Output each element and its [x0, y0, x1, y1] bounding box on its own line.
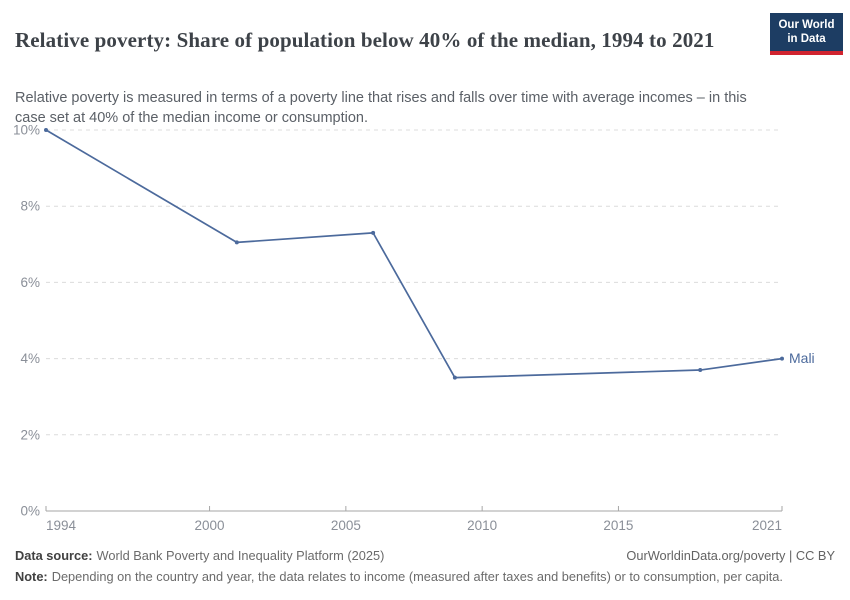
x-tick-label: 2021	[752, 518, 782, 533]
x-tick-label: 2010	[467, 518, 497, 533]
note-line: Note: Depending on the country and year, …	[15, 569, 783, 584]
data-source-line: Data source: World Bank Poverty and Inequ…	[15, 546, 384, 567]
chart-subtitle: Relative poverty is measured in terms of…	[15, 89, 747, 126]
y-tick-label: 10%	[13, 123, 40, 138]
y-tick-label: 8%	[20, 199, 40, 214]
data-point	[234, 240, 239, 245]
x-tick-label: 2000	[195, 518, 225, 533]
owid-logo[interactable]: Our World in Data	[770, 13, 843, 55]
note-text: Depending on the country and year, the d…	[51, 568, 783, 584]
data-source-text: World Bank Poverty and Inequality Platfo…	[96, 548, 385, 563]
series-label: Mali	[789, 350, 815, 366]
data-point	[780, 356, 784, 361]
y-tick-label: 0%	[20, 504, 40, 519]
data-point	[452, 375, 457, 380]
y-tick-label: 2%	[20, 427, 40, 442]
x-tick-label: 1994	[46, 518, 77, 533]
data-point	[44, 128, 48, 132]
chart-title: Relative poverty: Share of population be…	[15, 28, 715, 53]
chart-footer: Data source: World Bank Poverty and Inequ…	[15, 546, 835, 587]
y-tick-label: 4%	[20, 351, 40, 366]
data-source-label: Data source:	[15, 548, 93, 563]
x-tick-label: 2015	[603, 518, 633, 533]
note-label: Note:	[15, 568, 48, 584]
credit-link[interactable]: OurWorldinData.org/poverty | CC BY	[626, 548, 835, 563]
x-tick-label: 2005	[331, 518, 361, 533]
data-point	[698, 368, 703, 373]
data-line	[45, 129, 783, 379]
owid-logo-line1: Our World	[778, 19, 835, 31]
data-point	[371, 230, 376, 235]
y-tick-label: 6%	[20, 275, 40, 290]
owid-logo-line2: in Data	[787, 33, 826, 46]
